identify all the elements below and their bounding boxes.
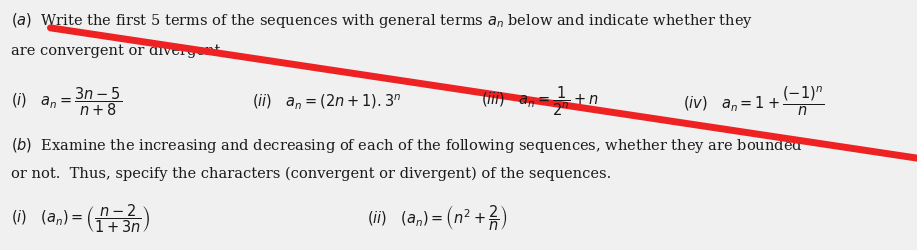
Text: $(iii)$   $a_n = \dfrac{1}{2^n}+n$: $(iii)$ $a_n = \dfrac{1}{2^n}+n$ [481,85,600,118]
Text: or not.  Thus, specify the characters (convergent or divergent) of the sequences: or not. Thus, specify the characters (co… [11,166,612,180]
Text: $(i)$   $(a_n) = \left(\dfrac{n-2}{1+3n}\right)$: $(i)$ $(a_n) = \left(\dfrac{n-2}{1+3n}\r… [11,201,150,234]
Text: are convergent or divergent.: are convergent or divergent. [11,44,225,58]
Text: $(b)$  Examine the increasing and decreasing of each of the following sequences,: $(b)$ Examine the increasing and decreas… [11,135,803,154]
Text: $(a)$  Write the first 5 terms of the sequences with general terms $a_n$ below a: $(a)$ Write the first 5 terms of the seq… [11,11,753,30]
Text: $(ii)$   $a_n = (2n+1).3^n$: $(ii)$ $a_n = (2n+1).3^n$ [252,92,402,111]
Text: $(iv)$   $a_n = 1+\dfrac{(-1)^n}{n}$: $(iv)$ $a_n = 1+\dfrac{(-1)^n}{n}$ [683,85,824,118]
Text: $(ii)$   $(a_n) = \left(n^2+\dfrac{2}{n}\right)$: $(ii)$ $(a_n) = \left(n^2+\dfrac{2}{n}\r… [367,203,507,232]
Text: $(i)$   $a_n = \dfrac{3n-5}{n+8}$: $(i)$ $a_n = \dfrac{3n-5}{n+8}$ [11,85,122,117]
